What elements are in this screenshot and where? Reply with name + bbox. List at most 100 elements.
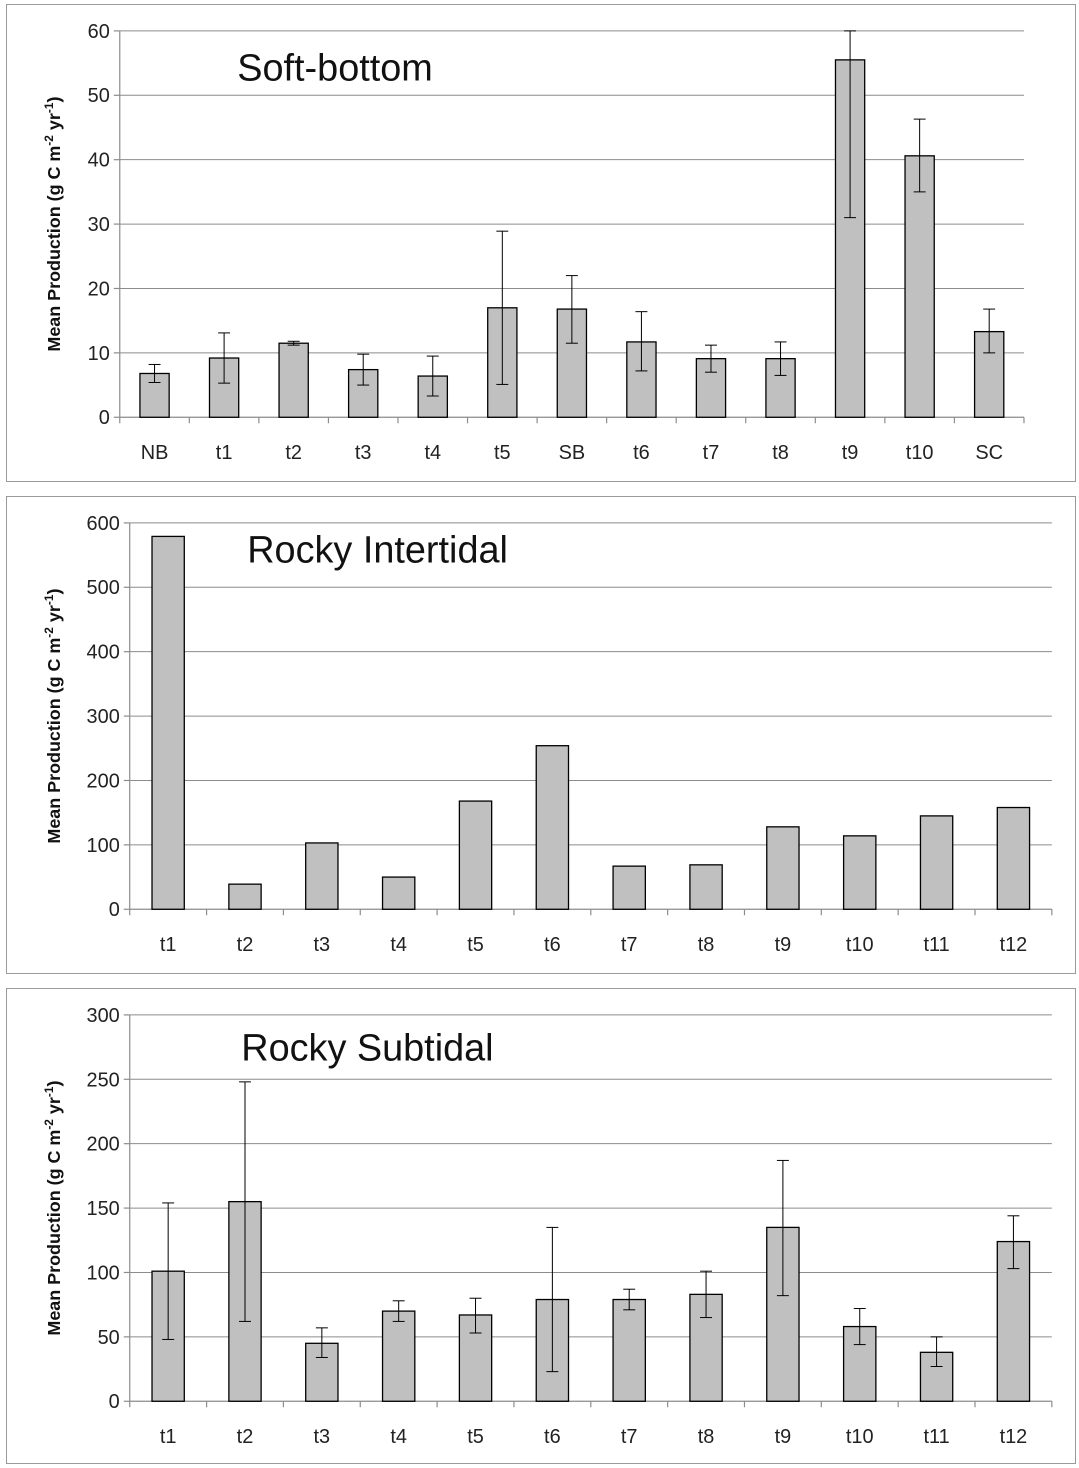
y-tick-label: 50 — [88, 85, 110, 107]
x-tick-label: t7 — [703, 442, 720, 464]
error-bar-t9 — [776, 1159, 789, 1297]
y-tick-label: 50 — [98, 1327, 120, 1349]
x-tick-label: t11 — [923, 1426, 949, 1448]
x-tick-label: NB — [141, 442, 169, 464]
y-axis-label: Mean Production (g C m-2 yr-1) — [42, 589, 64, 844]
x-tick-label: t1 — [160, 934, 177, 956]
x-tick-label: t4 — [424, 442, 441, 464]
x-tick-label: t5 — [467, 934, 484, 956]
bar-t2 — [228, 883, 262, 910]
error-bar-t7 — [705, 344, 717, 373]
rocky-intertidal-chart-panel: 0 100 200 300 400 500 600 t1 t2 t3 t4 t5 t6 t7 t8 t9 t10… — [6, 496, 1076, 974]
x-tick-label: t3 — [355, 442, 372, 464]
chart-title: Rocky Intertidal — [247, 530, 508, 572]
error-bar-t6 — [635, 311, 648, 372]
y-tick-label: 500 — [87, 577, 120, 599]
y-tick-label: 0 — [109, 899, 120, 921]
bar-t5 — [458, 800, 493, 910]
error-bar-t8 — [774, 341, 787, 376]
y-tick-label: 100 — [87, 1262, 120, 1284]
error-bar-t12 — [1007, 1215, 1020, 1270]
x-tick-label: t7 — [621, 934, 638, 956]
bar-t4 — [381, 1310, 416, 1402]
x-tick-label: t6 — [544, 934, 561, 956]
bar-t1 — [151, 535, 185, 910]
x-tick-label: t9 — [775, 934, 792, 956]
y-axis-label: Mean Production (g C m-2 yr-1) — [42, 97, 64, 352]
error-bar-t8 — [700, 1270, 713, 1319]
x-tick-label: SB — [559, 442, 586, 464]
error-bar-t3 — [357, 353, 370, 386]
error-bar-t2 — [287, 340, 300, 346]
y-tick-label: 200 — [87, 770, 120, 792]
error-bar-t1 — [218, 332, 231, 384]
error-bar-SB — [565, 275, 578, 344]
bar-t8 — [689, 864, 723, 910]
x-tick-label: t10 — [846, 934, 874, 956]
x-tick-label: t11 — [923, 934, 949, 956]
error-bar-NB — [148, 363, 161, 383]
bar-t10 — [842, 835, 877, 910]
bar-t11 — [919, 815, 954, 910]
x-tick-label: t4 — [390, 934, 407, 956]
rocky-intertidal-chart: 0 100 200 300 400 500 600 t1 t2 t3 t4 t5 t6 t7 t8 t9 t10… — [42, 513, 1053, 956]
y-tick-label: 20 — [88, 278, 110, 300]
bar-t4 — [417, 375, 449, 418]
y-tick-label: 10 — [88, 343, 110, 365]
x-tick-label: t6 — [544, 1426, 561, 1448]
error-bar-t6 — [546, 1226, 559, 1373]
x-tick-label: t8 — [698, 1426, 715, 1448]
x-tick-label: t4 — [390, 1426, 407, 1448]
x-tick-label: t1 — [216, 442, 233, 464]
soft-bottom-chart: 0 10 20 30 40 50 60 NB t1 t2 t3 t4 t5 SB t6 t7 t8 t9 t10 SC… — [42, 21, 1025, 464]
error-bar-t1 — [162, 1202, 175, 1340]
y-tick-label: 300 — [87, 706, 120, 728]
x-tick-label: t9 — [775, 1426, 792, 1448]
y-tick-label: 40 — [88, 150, 110, 172]
bar-t2 — [278, 342, 309, 418]
x-tick-label: t12 — [1000, 1426, 1028, 1448]
bar-t7 — [612, 865, 646, 910]
x-tick-label: t10 — [906, 442, 934, 464]
y-tick-label: 250 — [87, 1069, 120, 1091]
x-tick-label: t10 — [846, 1426, 874, 1448]
x-tick-label: t8 — [698, 934, 715, 956]
rocky-subtidal-chart-panel: 0 50 100 150 200 250 300 t1 t2 t3 t4 t5 t6 t7 t8 t9 t10 t… — [6, 988, 1076, 1464]
y-tick-label: 150 — [87, 1198, 120, 1220]
chart-title: Soft-bottom — [237, 48, 433, 90]
x-tick-label: t5 — [467, 1426, 484, 1448]
x-tick-label: SC — [975, 442, 1003, 464]
y-tick-label: 600 — [87, 513, 120, 535]
chart-title: Rocky Subtidal — [241, 1028, 493, 1070]
x-tick-label: t5 — [494, 442, 511, 464]
x-tick-label: t9 — [842, 442, 859, 464]
x-tick-label: t2 — [285, 442, 302, 464]
bar-t6 — [535, 745, 570, 910]
x-tick-label: t7 — [621, 1426, 638, 1448]
bar-t9 — [766, 1226, 800, 1402]
error-bar-t10 — [853, 1308, 866, 1346]
bar-t7 — [612, 1298, 646, 1402]
y-tick-label: 0 — [109, 1391, 120, 1413]
x-tick-label: t8 — [772, 442, 789, 464]
y-tick-label: 300 — [87, 1005, 120, 1027]
bar-t10 — [904, 155, 935, 418]
x-tick-label: t2 — [237, 1426, 254, 1448]
bar-t9 — [766, 826, 800, 910]
soft-bottom-chart-panel: 0 10 20 30 40 50 60 NB t1 t2 t3 t4 t5 SB t6 t7 t8 t9 t10 SC… — [6, 4, 1076, 482]
bar-t3 — [305, 842, 339, 910]
error-bar-t2 — [239, 1081, 251, 1322]
bar-t4 — [381, 876, 416, 910]
x-tick-label: t2 — [237, 934, 254, 956]
x-tick-label: t3 — [314, 1426, 331, 1448]
error-bar-t10 — [913, 118, 926, 193]
x-tick-label: t12 — [1000, 934, 1028, 956]
error-bar-t4 — [392, 1300, 405, 1322]
x-tick-label: t3 — [314, 934, 331, 956]
error-bar-t5 — [469, 1297, 482, 1334]
error-bar-t5 — [496, 230, 509, 385]
y-tick-label: 0 — [99, 407, 110, 429]
bar-t12 — [996, 806, 1031, 910]
y-tick-label: 200 — [87, 1134, 120, 1156]
error-bar-SC — [983, 308, 996, 354]
